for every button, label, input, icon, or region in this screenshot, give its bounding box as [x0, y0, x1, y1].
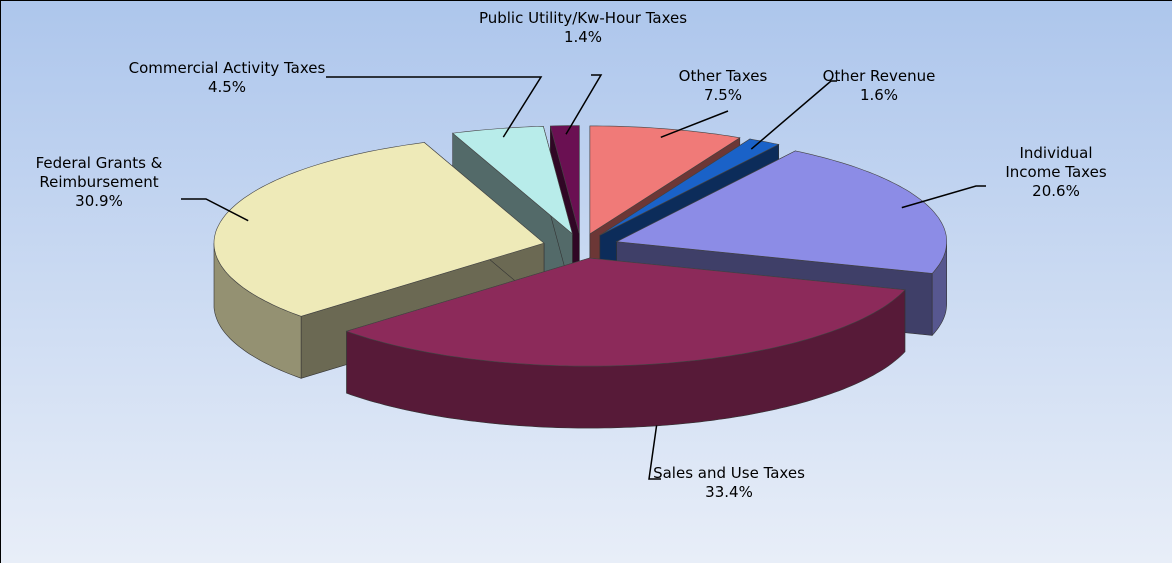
- leader-line: [648, 425, 661, 480]
- slice-top: [213, 142, 545, 317]
- label-name: Other Taxes: [678, 67, 768, 85]
- data-label: Commercial Activity Taxes 4.5%: [129, 59, 326, 97]
- slice-top: [345, 257, 906, 367]
- label-name: Sales and Use Taxes: [653, 464, 805, 482]
- label-value: 30.9%: [75, 192, 123, 210]
- slice-top: [549, 125, 580, 234]
- leader-line: [326, 76, 543, 138]
- label-name: Federal Grants & Reimbursement: [35, 154, 163, 191]
- data-label: Other Revenue 1.6%: [823, 67, 936, 105]
- slice-top: [615, 150, 948, 274]
- label-name: Other Revenue: [822, 67, 936, 85]
- slice-top: [451, 125, 573, 235]
- label-name: Public Utility/Kw-Hour Taxes: [478, 9, 688, 27]
- leader-line: [660, 110, 729, 138]
- data-label: Public Utility/Kw-Hour Taxes 1.4%: [479, 9, 687, 47]
- pie-slice: [345, 257, 906, 429]
- data-label: Sales and Use Taxes 33.4%: [653, 464, 805, 502]
- label-value: 4.5%: [207, 78, 247, 96]
- slice-top: [589, 125, 741, 235]
- leader-line: [750, 80, 837, 150]
- label-value: 1.4%: [563, 28, 603, 46]
- label-value: 20.6%: [1032, 182, 1080, 200]
- leader-line: [181, 198, 249, 222]
- label-value: 7.5%: [703, 86, 743, 104]
- slice-top: [599, 138, 780, 236]
- data-label: Individual Income Taxes 20.6%: [998, 144, 1114, 201]
- label-value: 33.4%: [705, 483, 753, 501]
- label-name: Individual Income Taxes: [1005, 144, 1107, 181]
- label-name: Commercial Activity Taxes: [128, 59, 326, 77]
- leader-line: [901, 185, 986, 209]
- leader-line: [565, 74, 603, 135]
- label-value: 1.6%: [859, 86, 899, 104]
- data-label: Federal Grants & Reimbursement 30.9%: [14, 154, 184, 211]
- data-label: Other Taxes 7.5%: [679, 67, 768, 105]
